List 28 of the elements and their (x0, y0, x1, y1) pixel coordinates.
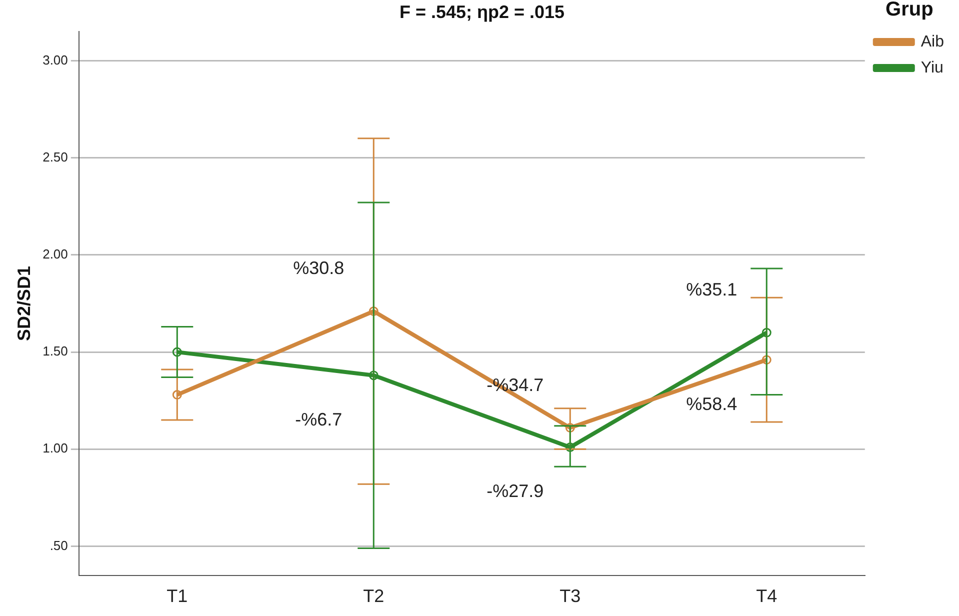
point (368, 370, 378, 380)
legend-label: Aib (920, 33, 944, 50)
y-tick-label: 1.50 (42, 344, 68, 359)
point (172, 347, 182, 357)
y-tick-label: .50 (50, 538, 68, 553)
legend-title: Grup (886, 0, 934, 21)
point (762, 328, 772, 338)
annotation: -%27.9 (486, 481, 544, 502)
x-tick-label: T2 (363, 586, 384, 606)
legend-label: Yiu (920, 59, 944, 76)
y-tick-label: 2.00 (42, 246, 68, 262)
x-tick-label: T3 (560, 586, 581, 606)
y-tick-label: 1.00 (42, 440, 68, 456)
y-tick-label: 2.50 (42, 149, 68, 164)
annotation: -%6.7 (295, 409, 342, 430)
annotation: %35.1 (686, 280, 738, 300)
point (368, 306, 378, 316)
y-tick-label: 3.00 (42, 52, 68, 68)
chart-title: F = .545; ηp2 = .015 (399, 2, 565, 22)
annotation: %30.8 (293, 258, 344, 278)
x-tick-label: T4 (756, 586, 778, 606)
point (565, 423, 575, 433)
point (762, 355, 772, 365)
point (172, 390, 182, 400)
annotation: %58.4 (686, 394, 738, 414)
point (565, 442, 575, 452)
x-tick-label: T1 (166, 586, 188, 606)
y-axis-title: SD2/SD1 (14, 266, 34, 342)
